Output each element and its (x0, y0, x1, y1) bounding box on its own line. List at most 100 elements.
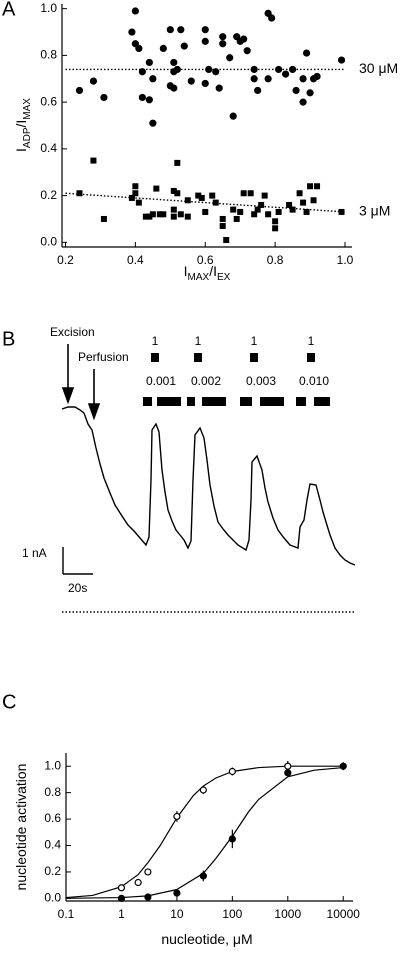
x-tick-label: 100 (222, 907, 242, 921)
point (219, 222, 226, 229)
point (264, 75, 272, 83)
point (138, 93, 146, 102)
point (219, 33, 227, 41)
point (296, 190, 303, 197)
point (240, 35, 248, 43)
axis-label-part: I (13, 148, 29, 152)
point (247, 190, 254, 197)
pulse-label: 1 (308, 334, 315, 348)
point (159, 44, 167, 52)
pulse-bar (307, 353, 315, 362)
point (199, 786, 207, 794)
concentration-label: 0.003 (246, 374, 276, 388)
point (314, 183, 321, 190)
point (145, 96, 153, 104)
axis-label-part: nucleotide activation (13, 764, 29, 891)
fit-line (65, 765, 344, 899)
point (131, 7, 139, 15)
axis-label-part: /I (209, 263, 217, 279)
point (145, 58, 153, 67)
y-tick-label: 0.6 (44, 811, 61, 825)
point (90, 157, 97, 164)
axis-label-part: I (184, 263, 188, 279)
point (198, 194, 205, 201)
series-label: 3 μM (359, 203, 390, 219)
point (76, 190, 83, 197)
point (233, 33, 241, 41)
point (313, 72, 321, 81)
perfusion-bar (187, 397, 195, 406)
y-tick-label: 0.6 (40, 94, 57, 108)
scale-label: 20s (68, 581, 87, 595)
point (75, 86, 84, 95)
panel-letter: C (2, 691, 16, 713)
point (199, 872, 207, 880)
point (205, 65, 213, 74)
point (202, 208, 209, 215)
point (284, 769, 292, 777)
pulse-label: 1 (152, 334, 159, 348)
point (117, 894, 126, 902)
point (138, 68, 146, 76)
y-tick-label: 0.0 (44, 891, 61, 905)
pulse-bar (151, 353, 159, 362)
y-tick-label: 1.0 (40, 1, 57, 15)
point (250, 65, 258, 74)
point (243, 47, 251, 55)
perfusion-bar (260, 397, 284, 406)
x-tick-label: 0.6 (197, 253, 214, 267)
perfusion-bar (240, 397, 252, 406)
y-tick-label: 0.2 (44, 864, 61, 878)
point (230, 206, 237, 213)
point (144, 893, 152, 901)
point (201, 26, 209, 34)
point (300, 199, 307, 206)
point (170, 187, 177, 194)
point (177, 211, 184, 218)
point (237, 208, 244, 215)
perfusion-bar (314, 397, 330, 406)
point (289, 65, 297, 74)
point (174, 190, 181, 197)
perfusion-bar (296, 397, 306, 406)
x-tick-label: 1.0 (337, 253, 354, 267)
point (156, 211, 163, 218)
point (250, 75, 258, 83)
point (184, 213, 191, 220)
point (153, 185, 160, 192)
point (282, 70, 290, 78)
panel-letter: A (2, 0, 16, 20)
point (160, 211, 167, 218)
point (233, 215, 240, 222)
point (272, 225, 279, 232)
axis-label: nucleotide activation (13, 764, 29, 891)
point (254, 86, 262, 95)
perfusion-bar (143, 397, 152, 406)
point (142, 213, 149, 220)
x-tick-label: 10 (170, 907, 184, 921)
axis-label-subscript: MAX (22, 98, 33, 120)
y-tick-label: 0.4 (44, 838, 61, 852)
point (144, 868, 152, 876)
y-tick-label: 1.0 (44, 758, 61, 772)
point (201, 79, 209, 88)
point (173, 889, 181, 897)
scale-bars (62, 547, 93, 575)
point (173, 65, 181, 74)
fit-line (65, 192, 346, 213)
point (170, 84, 178, 92)
axis-label: IADP/IMAX (13, 98, 33, 152)
point (131, 40, 139, 48)
point (292, 86, 300, 95)
point (212, 199, 219, 206)
pulse-bars (143, 353, 330, 406)
perfusion-bar (157, 397, 181, 406)
point (184, 197, 191, 204)
point (299, 98, 307, 106)
point (149, 211, 156, 218)
axis-label-subscript: EX (217, 272, 231, 283)
point (128, 28, 136, 36)
point (303, 208, 310, 215)
point (339, 762, 347, 770)
